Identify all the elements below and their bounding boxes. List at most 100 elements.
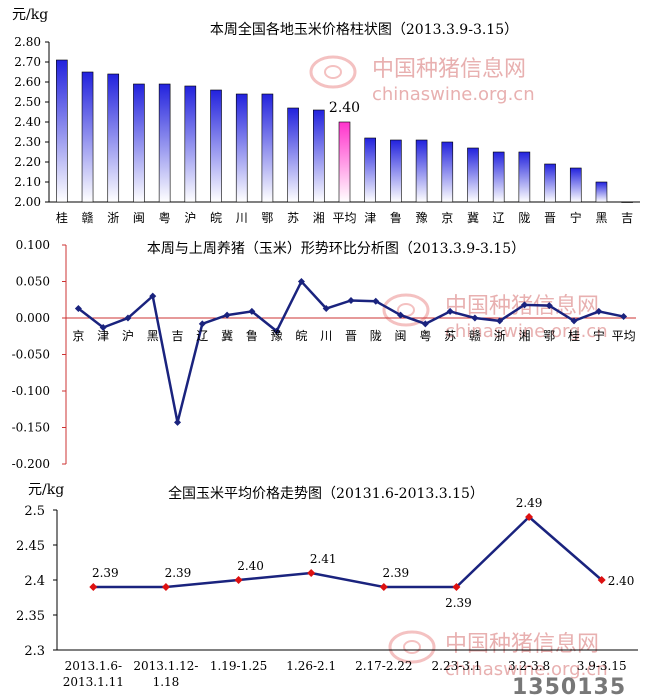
bar [133,83,145,203]
bar [492,151,505,203]
x-tick-label: 3.9-3.15 [577,659,627,673]
chart1-title: 本周全国各地玉米价格柱状图（2013.3.9-3.15） [210,21,518,38]
bar [390,139,402,203]
data-point [161,583,170,591]
x-tick-label: 2013.1.11 [63,675,124,689]
y-tick-label: 2.70 [14,55,41,69]
x-tick-label: 津 [364,211,376,225]
data-point [570,317,578,325]
bar [287,107,299,203]
data-point [525,513,534,521]
bar [595,181,608,203]
y-tick-label: 0.100 [16,238,50,252]
x-tick-label: 平均 [332,211,356,225]
data-point [595,307,603,315]
x-tick-label: 苏 [287,211,299,225]
x-tick-label: 沪 [184,211,196,225]
x-tick-label: 苏 [444,329,456,343]
x-tick-label: 桂 [56,210,68,225]
y-tick-label: -0.200 [12,457,50,471]
y-tick-label: 2.10 [14,175,41,189]
y-tick-label: 2.5 [24,504,45,519]
data-point [248,307,256,315]
watermark-url: chinaswine.org.cn [445,659,608,680]
x-tick-label: 辽 [493,211,505,225]
x-tick-label: 皖 [295,329,307,343]
y-tick-label: -0.050 [12,348,50,362]
x-tick-label: 2.17-2.22 [355,659,413,673]
data-point [471,314,479,322]
data-point [452,583,461,591]
x-tick-label: 浙 [494,329,506,343]
x-tick-label: 闽 [395,329,407,343]
data-point [99,323,107,331]
x-tick-label: 辽 [196,329,208,343]
data-point [174,418,182,426]
x-tick-label: 浙 [107,211,119,225]
data-point [620,313,628,321]
x-tick-label: 2013.1.12- [133,659,198,673]
bar [518,151,531,203]
watermark-text: 中国种猪信息网 [445,632,599,657]
x-tick-label: 平均 [612,329,636,343]
x-tick-label: 沪 [122,329,134,343]
x-tick-label: 晋 [345,329,357,343]
y-tick-label: 2.80 [14,35,41,49]
corner-number: 1350135 [512,675,626,697]
data-point [379,583,388,591]
x-tick-label: 京 [441,211,453,225]
y-tick-label: 2.4 [24,574,45,589]
bar [184,85,197,203]
x-tick-label: 豫 [271,329,283,343]
x-tick-label: 粤 [419,328,431,343]
data-point [273,327,281,335]
x-tick-label: 粤 [159,210,171,225]
y-tick-label: 2.3 [24,644,45,659]
bar-chart: 2.00 2.10 2.20 2.30 2.40 2.50 2.60 2.70 2.80 桂赣浙闽… [14,35,640,225]
x-tick-label: 鄂 [261,211,273,225]
x-tick-label: 黑 [595,211,607,225]
bar [107,73,120,203]
y-tick-label: 0.000 [16,311,50,325]
bar [56,59,68,203]
x-tick-label: 陇 [370,328,382,343]
x-tick-label: 赣 [82,211,94,225]
x-tick-label: 2013.1.6- [65,659,123,673]
y-tick-label: -0.150 [12,421,50,435]
data-point [307,569,316,577]
x-tick-label: 鲁 [246,329,258,343]
x-tick-label: 陇 [518,210,530,225]
data-label: 2.39 [92,566,119,580]
x-tick-label: 鲁 [390,211,402,225]
x-tick-label: 湘 [313,210,325,225]
bar [81,71,94,203]
chart1-unit: 元/kg [12,7,48,23]
watermark-text: 中国种猪信息网 [372,57,526,82]
y-tick-label: 2.30 [14,135,41,149]
data-label: 2.49 [516,496,543,510]
x-tick-label: 京 [72,329,84,343]
x-tick-label: 3.2-3.8 [508,659,550,673]
data-point [520,301,528,309]
x-tick-label: 赣 [469,329,481,343]
data-point [545,302,553,310]
x-tick-label: 晋 [544,211,556,225]
y-tick-label: 2.40 [14,115,41,129]
x-tick-label: 宁 [593,328,605,343]
x-tick-label: 宁 [570,210,582,225]
y-tick-label: -0.100 [12,384,50,398]
data-point [421,320,429,328]
data-point [397,311,405,319]
change-line-chart: 0.100 0.050 0.000 -0.050 -0.100 -0.150 -0.200 京… [12,238,636,471]
chart3-unit: 元/kg [28,482,64,498]
watermark-url: chinaswine.org.cn [445,321,608,342]
bar [415,139,428,203]
y-tick-label: 2.50 [14,95,41,109]
x-tick-label: 1.19-1.25 [210,659,268,673]
bar [544,163,556,203]
bar [441,141,454,203]
data-point [234,576,243,584]
data-point [347,296,355,304]
bar [467,147,479,203]
